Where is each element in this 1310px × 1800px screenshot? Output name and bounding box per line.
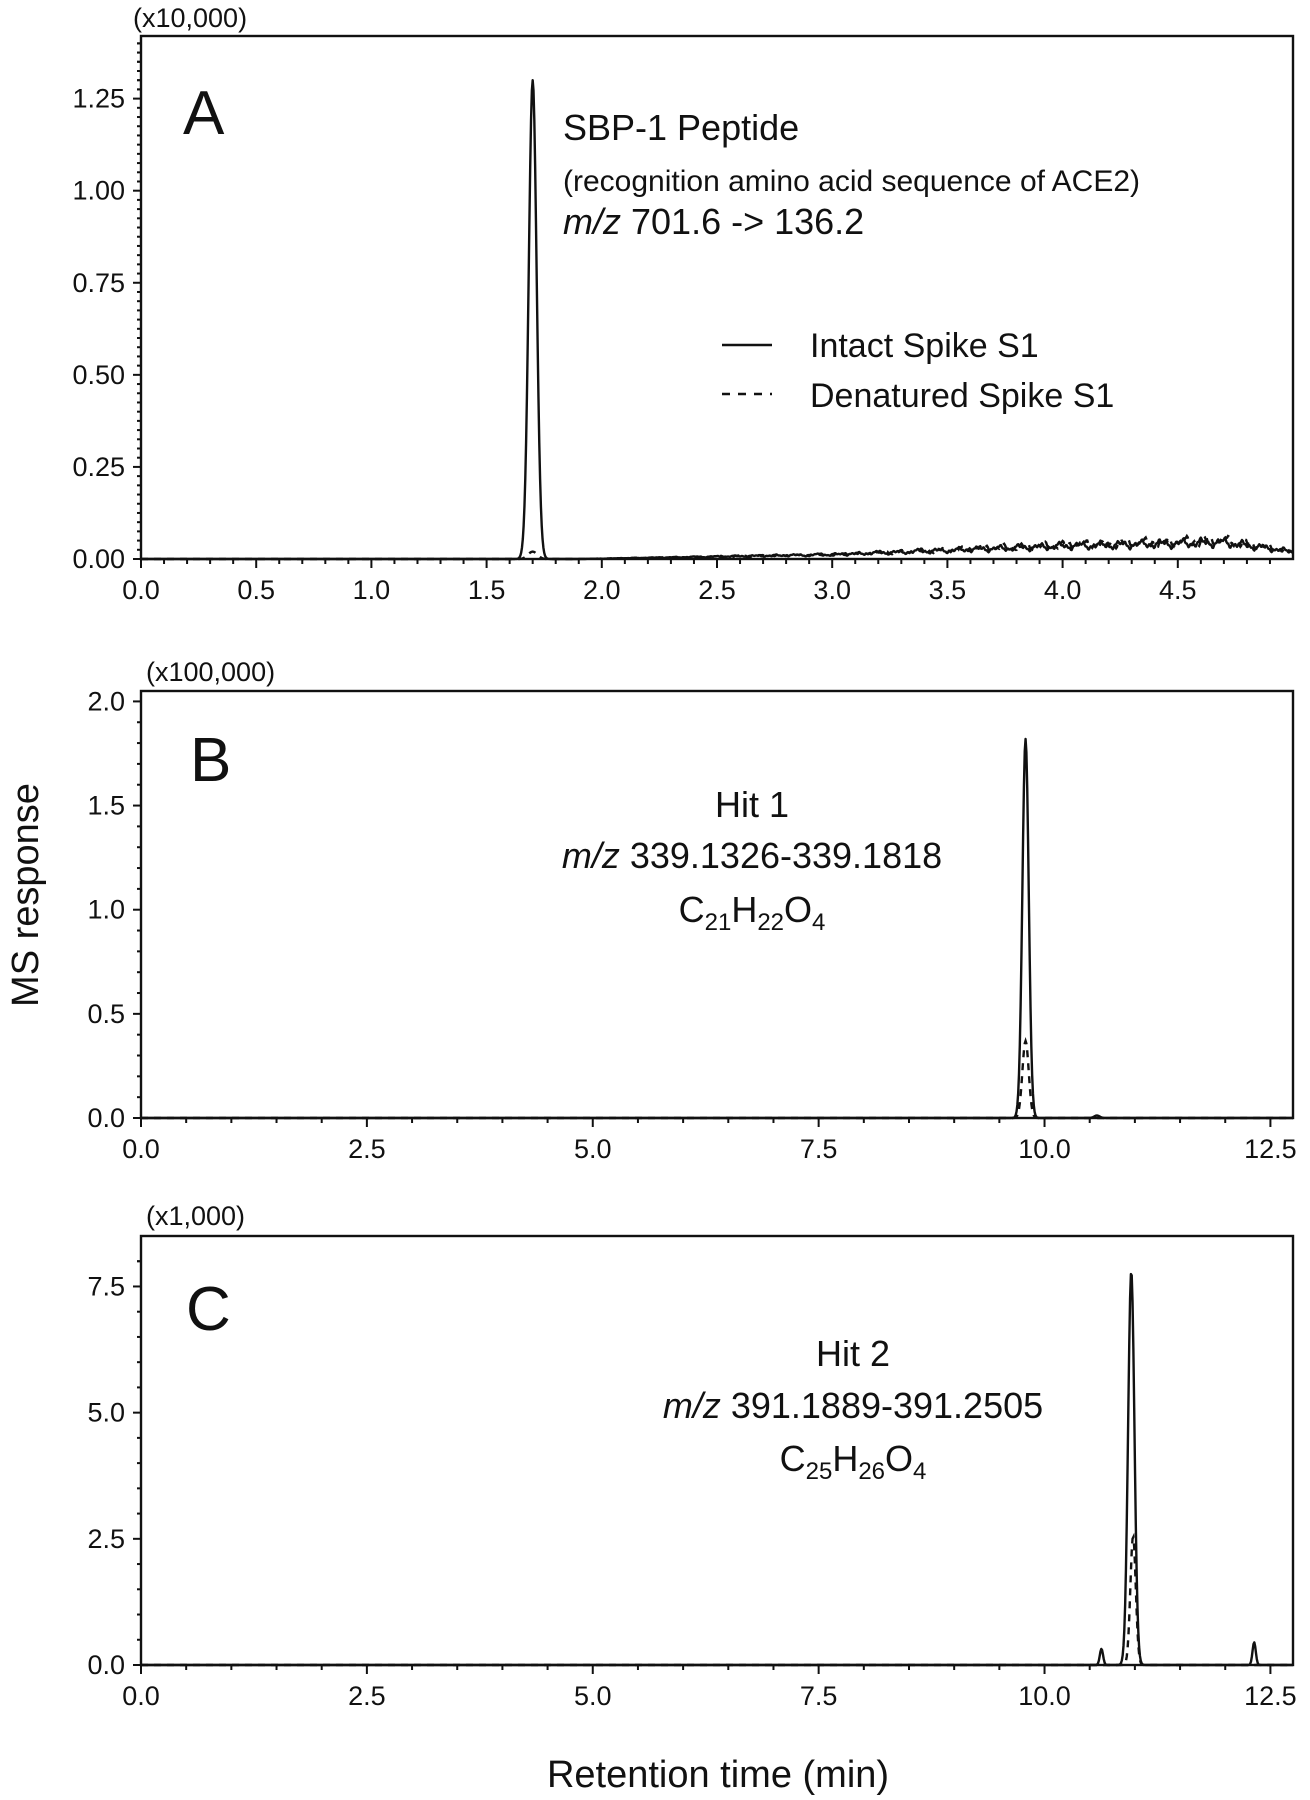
mz-value: 339.1326-339.1818: [620, 835, 942, 876]
panel-b-y-tick-label: 2.0: [87, 686, 125, 716]
panel-c-formula: C25H26O4: [780, 1438, 927, 1485]
panel-c-traces: [140, 1272, 1294, 1667]
mz-value: 701.6 -> 136.2: [621, 201, 864, 242]
panel-b-x-tick-label: 2.5: [348, 1134, 386, 1164]
panel-c-hit-title: Hit 2: [816, 1333, 890, 1374]
panel-b-hit-title: Hit 1: [715, 784, 789, 825]
panel-b-traces: [140, 737, 1294, 1120]
legend: Intact Spike S1 Denatured Spike S1: [722, 327, 1114, 415]
mz-prefix: m/z: [663, 1385, 721, 1426]
panel-a-y-tick-label: 0.25: [72, 452, 125, 482]
panel-b-ticks: 0.0 0.5 1.0 1.5 2.0 0.0 2.5 5.0 7.5 10.0 12.5: [87, 686, 1296, 1164]
panel-a-intact-trace: [140, 78, 1294, 561]
panel-a-x-tick-label: 2.5: [698, 575, 736, 605]
panel-a-x-tick-label: 3.5: [929, 575, 967, 605]
panel-c-ticks: 0.0 2.5 5.0 7.5 0.0 2.5 5.0 7.5 10.0 12.5: [87, 1260, 1297, 1711]
panel-b-multiplier: (x100,000): [146, 657, 275, 687]
panel-b-x-tick-label: 7.5: [800, 1134, 838, 1164]
panel-a-y-tick-label: 1.00: [72, 176, 125, 206]
panel-c-frame: [139, 1234, 1295, 1667]
panel-b-y-tick-label: 0.0: [87, 1103, 125, 1133]
panel-a-traces: [140, 78, 1294, 561]
panel-b-denatured-trace: [141, 1036, 1293, 1120]
panel-a-letter: A: [183, 79, 225, 148]
mz-prefix: m/z: [562, 835, 620, 876]
panel-c-x-tick-label: 2.5: [348, 1681, 386, 1711]
panel-a-x-tick-label: 4.0: [1044, 575, 1082, 605]
panel-b-x-tick-label: 10.0: [1018, 1134, 1071, 1164]
panel-b-formula: C21H22O4: [679, 889, 826, 936]
panel-a-x-tick-label: 1.5: [468, 575, 506, 605]
panel-c: (x1,000) 0.0 2.5 5.0 7.5 0.0 2.5 5.0 7.5 10.0 12.…: [87, 1201, 1296, 1711]
panel-c-x-tick-label: 12.5: [1244, 1681, 1297, 1711]
panel-a-y-tick-label: 0.50: [72, 360, 125, 390]
panel-a-y-tick-label: 0.00: [72, 544, 125, 574]
panel-b-letter: B: [190, 726, 231, 795]
panel-a: (x10,000) 0.00 0.25 0.50 0.75 1.00 1.25 0.0 0.5…: [72, 3, 1295, 605]
x-axis-title: Retention time (min): [547, 1754, 889, 1796]
panel-a-mz-transition: m/z 701.6 -> 136.2: [563, 201, 864, 242]
panel-c-mz-range: m/z 391.1889-391.2505: [663, 1385, 1043, 1426]
panel-c-y-tick-label: 0.0: [87, 1650, 125, 1680]
panel-a-denatured-trace: [141, 533, 1294, 561]
panel-c-denatured-trace: [141, 1532, 1293, 1667]
panel-c-letter: C: [186, 1275, 231, 1344]
panel-b-x-tick-label: 5.0: [574, 1134, 612, 1164]
panel-a-multiplier: (x10,000): [133, 3, 247, 33]
panel-a-x-tick-label: 0.0: [122, 575, 160, 605]
panel-b-mz-range: m/z 339.1326-339.1818: [562, 835, 942, 876]
panel-a-x-tick-label: 3.0: [813, 575, 851, 605]
panel-a-x-tick-label: 1.0: [353, 575, 391, 605]
panel-b-y-tick-label: 1.5: [87, 791, 125, 821]
panel-c-y-tick-label: 5.0: [87, 1398, 125, 1428]
legend-intact-label: Intact Spike S1: [810, 327, 1039, 365]
panel-a-x-tick-label: 4.5: [1159, 575, 1197, 605]
panel-c-x-tick-label: 5.0: [574, 1681, 612, 1711]
panel-a-analyte-description: (recognition amino acid sequence of ACE2…: [563, 165, 1140, 198]
panel-b-x-tick-label: 12.5: [1244, 1134, 1297, 1164]
panel-a-analyte-name: SBP-1 Peptide: [563, 107, 799, 148]
panel-b-y-tick-label: 0.5: [87, 999, 125, 1029]
panel-c-y-tick-label: 2.5: [87, 1524, 125, 1554]
panel-b-x-tick-label: 0.0: [122, 1134, 160, 1164]
panel-a-y-tick-label: 0.75: [72, 268, 125, 298]
panel-c-y-tick-label: 7.5: [87, 1271, 125, 1301]
panel-c-multiplier: (x1,000): [146, 1201, 245, 1231]
panel-c-x-tick-label: 0.0: [122, 1681, 160, 1711]
y-axis-title: MS response: [5, 783, 47, 1007]
panel-c-intact-trace: [140, 1272, 1294, 1667]
panel-b-frame: [139, 689, 1295, 1120]
mz-prefix: m/z: [563, 201, 621, 242]
panel-b: (x100,000) 0.0 0.5 1.0 1.5 2.0 0.0 2.5 5.0 7.5 10…: [87, 657, 1296, 1164]
panel-a-x-tick-label: 0.5: [237, 575, 275, 605]
panel-a-y-tick-label: 1.25: [72, 84, 125, 114]
panel-c-x-tick-label: 10.0: [1018, 1681, 1071, 1711]
panel-a-x-tick-label: 2.0: [583, 575, 621, 605]
panel-c-x-tick-label: 7.5: [800, 1681, 838, 1711]
panel-b-y-tick-label: 1.0: [87, 895, 125, 925]
panel-a-ticks: 0.00 0.25 0.50 0.75 1.00 1.25 0.0 0.5 1.0 1.5 2.0 2…: [72, 42, 1271, 605]
mz-value: 391.1889-391.2505: [721, 1385, 1043, 1426]
legend-denatured-label: Denatured Spike S1: [810, 377, 1114, 415]
